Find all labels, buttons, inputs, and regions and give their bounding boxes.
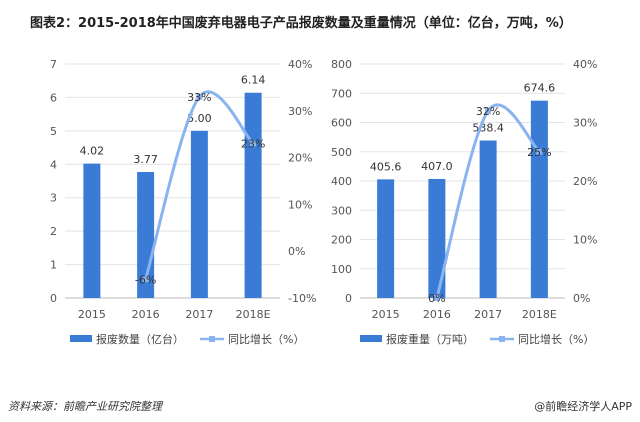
bar-data-label: 6.14 xyxy=(241,74,266,87)
y-tick-label: 300 xyxy=(331,204,352,217)
growth-point xyxy=(536,148,543,155)
x-tick-label: 2015 xyxy=(372,308,400,321)
y-tick-label: 2 xyxy=(50,225,57,238)
y2-tick-label: 30% xyxy=(288,105,312,118)
y2-tick-label: 40% xyxy=(573,58,597,71)
y-tick-label: 3 xyxy=(50,192,57,205)
y2-tick-label: 20% xyxy=(573,175,597,188)
bar xyxy=(530,100,548,298)
growth-point xyxy=(485,107,492,114)
y2-tick-label: 10% xyxy=(288,198,312,211)
growth-point xyxy=(196,93,203,100)
source-note: 资料来源：前瞻产业研究院整理 xyxy=(8,400,162,413)
y-tick-label: 4 xyxy=(50,158,57,171)
brand-credit: @前瞻经济学人APP xyxy=(534,400,632,413)
y-tick-label: 100 xyxy=(331,263,352,276)
bar-data-label: 4.02 xyxy=(80,145,105,158)
bar-data-label: 3.77 xyxy=(133,153,158,166)
bar-data-label: 5.00 xyxy=(187,112,212,125)
y-tick-label: 800 xyxy=(331,58,352,71)
bar-data-label: 405.6 xyxy=(370,160,402,173)
growth-data-label: 25% xyxy=(527,146,551,159)
growth-line xyxy=(144,90,255,280)
y-tick-label: 1 xyxy=(50,259,57,272)
y-tick-label: 400 xyxy=(331,175,352,188)
y-tick-label: 6 xyxy=(50,91,57,104)
x-tick-label: 2018E xyxy=(236,308,271,321)
legend-bar-swatch xyxy=(360,335,382,342)
growth-data-label: 33% xyxy=(187,91,211,104)
y2-tick-label: -10% xyxy=(288,292,316,305)
x-tick-label: 2015 xyxy=(78,308,106,321)
y-tick-label: 5 xyxy=(50,125,57,138)
legend-line-label: 同比增长（%） xyxy=(518,332,594,346)
growth-data-label: 0% xyxy=(428,292,445,305)
x-tick-label: 2017 xyxy=(185,308,213,321)
x-tick-label: 2016 xyxy=(132,308,160,321)
y2-tick-label: 40% xyxy=(288,58,312,71)
chart-title: 图表2：2015-2018年中国废弃电器电子产品报废数量及重量情况（单位：亿台，… xyxy=(30,16,572,31)
y-tick-label: 7 xyxy=(50,58,57,71)
y2-tick-label: 20% xyxy=(288,152,312,165)
y2-tick-label: 10% xyxy=(573,234,597,247)
growth-point xyxy=(142,276,149,283)
bar-data-label: 674.6 xyxy=(524,82,556,95)
bar xyxy=(83,163,101,298)
y2-tick-label: 30% xyxy=(573,117,597,130)
bar-data-label: 407.0 xyxy=(421,160,453,173)
bar xyxy=(479,140,497,298)
y2-tick-label: 0% xyxy=(573,292,590,305)
legend-bar-swatch xyxy=(70,335,92,342)
x-tick-label: 2016 xyxy=(423,308,451,321)
legend-line-marker xyxy=(499,336,505,342)
bar xyxy=(190,130,208,298)
growth-data-label: 23% xyxy=(241,138,265,151)
legend-bar-label: 报废数量（亿台） xyxy=(96,332,184,346)
y-tick-label: 0 xyxy=(345,292,352,305)
y-tick-label: 200 xyxy=(331,234,352,247)
x-tick-label: 2018E xyxy=(522,308,557,321)
bar xyxy=(377,179,395,298)
legend-line-marker xyxy=(209,336,215,342)
y-tick-label: 0 xyxy=(50,292,57,305)
y-tick-label: 600 xyxy=(331,117,352,130)
growth-point xyxy=(250,140,257,147)
growth-point xyxy=(433,295,440,301)
y-tick-label: 500 xyxy=(331,146,352,159)
y2-tick-label: 0% xyxy=(288,245,305,258)
growth-data-label: 32% xyxy=(476,105,500,118)
growth-data-label: -6% xyxy=(135,273,156,286)
y-tick-label: 700 xyxy=(331,87,352,100)
legend-line-label: 同比增长（%） xyxy=(228,332,304,346)
legend-bar-label: 报废重量（万吨） xyxy=(386,332,474,346)
x-tick-label: 2017 xyxy=(474,308,502,321)
bar xyxy=(244,92,262,299)
bar xyxy=(428,178,446,298)
growth-line xyxy=(435,103,541,299)
